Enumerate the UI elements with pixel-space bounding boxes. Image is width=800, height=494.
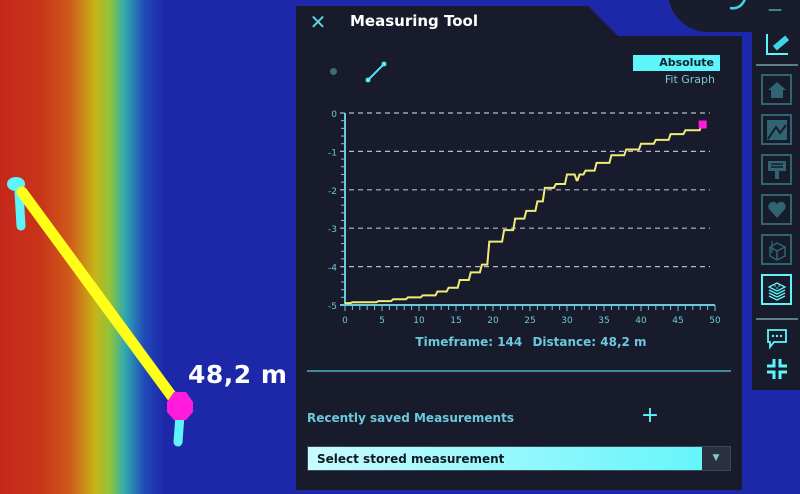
y-tick-label: -1 xyxy=(328,148,337,158)
caret-down-icon[interactable]: ▼ xyxy=(702,447,730,470)
y-tick-label: -3 xyxy=(328,225,337,235)
minus-icon[interactable]: — xyxy=(768,2,782,18)
y-tick-label: -5 xyxy=(328,302,337,312)
signboard-icon[interactable] xyxy=(761,154,792,185)
section-divider xyxy=(307,370,731,372)
select-value: Select stored measurement xyxy=(317,452,505,466)
ruler-chart-icon[interactable] xyxy=(760,30,794,60)
x-tick-label: 10 xyxy=(413,316,425,326)
measuring-tool-panel xyxy=(296,6,742,490)
measurement-line xyxy=(16,186,182,408)
terrain-graph-icon[interactable] xyxy=(761,114,792,145)
measurement-overlay xyxy=(7,177,193,447)
x-tick-label: 25 xyxy=(524,316,535,326)
heart-icon[interactable] xyxy=(761,194,792,225)
chat-bubble-icon[interactable] xyxy=(760,324,794,354)
x-tick-label: 40 xyxy=(635,316,647,326)
panel-title: Measuring Tool xyxy=(350,12,478,30)
x-tick-label: 30 xyxy=(561,316,573,326)
box-icon[interactable] xyxy=(761,234,792,265)
x-tick-label: 0 xyxy=(342,316,348,326)
fit-graph-button[interactable]: Fit Graph xyxy=(664,73,715,86)
absolute-scale-button[interactable]: Absolute xyxy=(633,55,720,71)
end-point-marker xyxy=(698,120,707,129)
recent-measurements-label: Recently saved Measurements xyxy=(307,411,514,425)
point-mode-button[interactable] xyxy=(330,68,337,75)
line-mode-button[interactable] xyxy=(362,60,390,86)
distance-text: Distance: 48,2 m xyxy=(532,335,647,349)
y-tick-label: 0 xyxy=(331,110,337,120)
y-tick-label: -2 xyxy=(328,187,337,197)
end-pin-icon xyxy=(167,392,193,447)
x-tick-label: 5 xyxy=(379,316,385,326)
close-icon[interactable]: ✕ xyxy=(309,10,327,34)
chart-caption: Timeframe: 144 Distance: 48,2 m xyxy=(345,335,717,349)
x-tick-label: 50 xyxy=(709,316,721,326)
x-tick-label: 15 xyxy=(450,316,461,326)
x-tick-label: 35 xyxy=(598,316,609,326)
toolbar-separator xyxy=(756,64,798,66)
x-tick-label: 45 xyxy=(672,316,683,326)
collapse-arrows-icon[interactable] xyxy=(760,354,794,384)
y-tick-label: -4 xyxy=(328,264,337,274)
house-icon[interactable] xyxy=(761,74,792,105)
elevation-chart: 0 -1 -2 -3 -4 -5 0 5 10 15 20 25 30 35 40 45 50 xyxy=(328,110,721,326)
x-tick-label: 20 xyxy=(487,316,499,326)
compass-arc-icon[interactable] xyxy=(728,0,758,14)
toolbar-separator xyxy=(756,318,798,320)
layered-box-icon[interactable] xyxy=(761,274,792,305)
elevation-line xyxy=(345,124,703,305)
stored-measurement-select[interactable]: Select stored measurement ▼ xyxy=(307,446,731,471)
distance-label: 48,2 m xyxy=(188,360,288,389)
timeframe-text: Timeframe: 144 xyxy=(415,335,523,349)
add-measurement-button[interactable]: + xyxy=(640,405,660,427)
top-corner-widget xyxy=(668,0,800,32)
plus-icon: + xyxy=(640,403,660,428)
